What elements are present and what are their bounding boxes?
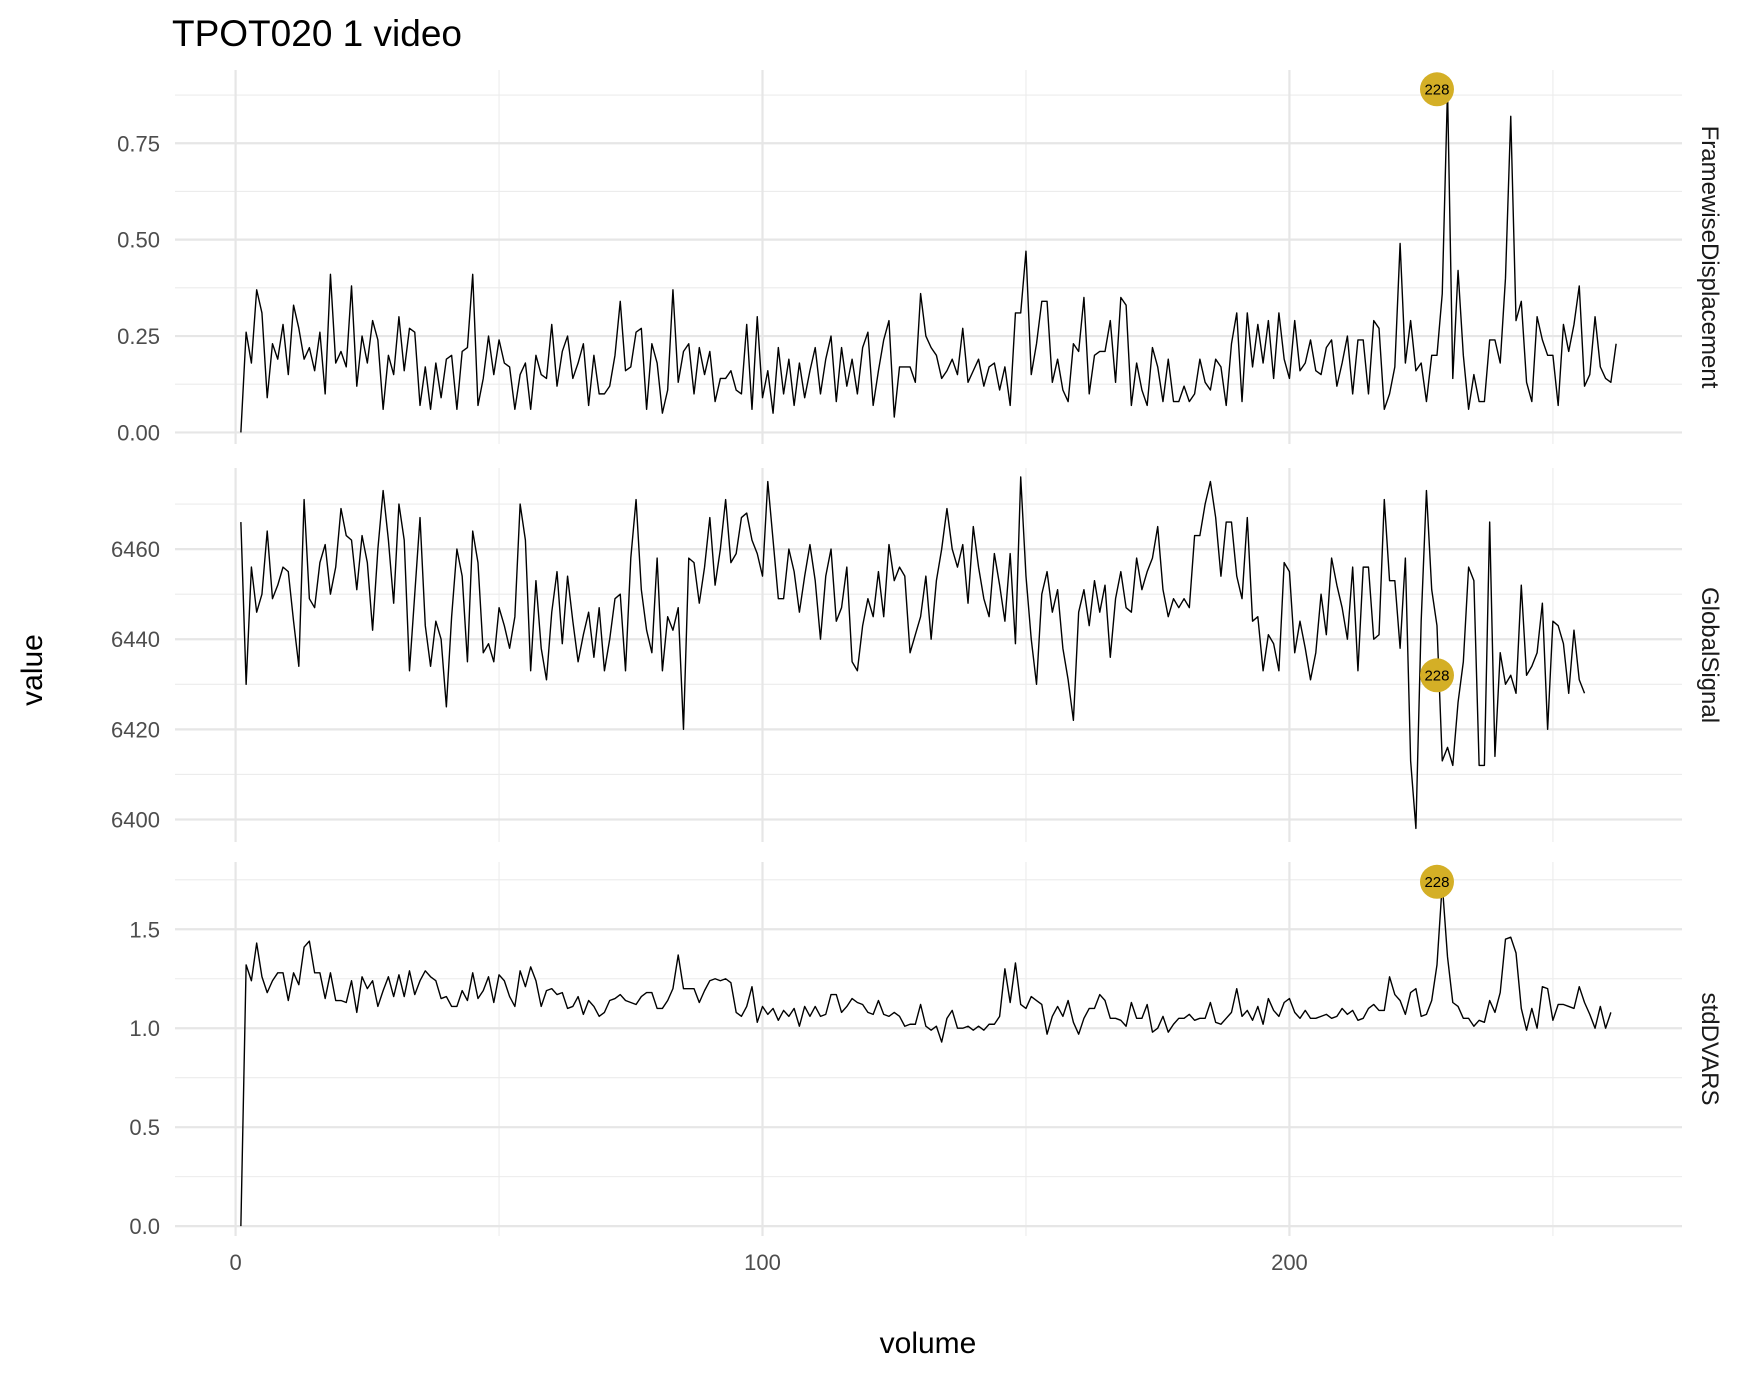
y-tick-label: 0.25	[117, 324, 160, 349]
x-tick-label: 0	[229, 1250, 241, 1275]
chart-title: TPOT020 1 video	[172, 13, 462, 54]
series-line-GlobalSignal	[240, 476, 1586, 830]
highlight-label: 228	[1424, 81, 1449, 98]
facet-strip-label: GlobalSignal	[1696, 587, 1723, 723]
facet-strip-label: stdDVARS	[1696, 993, 1723, 1106]
y-tick-label: 1.0	[129, 1016, 160, 1041]
y-tick-label: 6420	[111, 717, 160, 742]
y-tick-label: 6460	[111, 537, 160, 562]
y-tick-label: 0.5	[129, 1115, 160, 1140]
y-tick-label: 1.5	[129, 917, 160, 942]
highlight-point	[1419, 72, 1454, 107]
y-axis-title: value	[16, 634, 49, 706]
y-tick-label: 6440	[111, 627, 160, 652]
highlight-point	[1419, 864, 1454, 899]
series-line-stdDVARS	[240, 883, 1612, 1227]
x-tick-label: 200	[1271, 1250, 1308, 1275]
y-tick-label: 0.50	[117, 228, 160, 253]
x-tick-label: 100	[744, 1250, 781, 1275]
y-tick-label: 6400	[111, 807, 160, 832]
panel-stdDVARS: 0.0 0.5 1.0 1.5 228 stdDVARS	[129, 862, 1723, 1239]
highlight-label: 228	[1424, 874, 1449, 891]
highlight-point	[1419, 658, 1454, 693]
y-tick-label: 0.75	[117, 131, 160, 156]
y-tick-label: 0.00	[117, 420, 160, 445]
panels: 0.00 0.25 0.50 0.75 228 FramewiseDisplacement…	[111, 70, 1723, 1239]
highlight-label: 228	[1424, 667, 1449, 684]
facet-strip-label: FramewiseDisplacement	[1696, 126, 1723, 389]
x-axis: 0 100 200	[229, 1250, 1307, 1275]
y-tick-label: 0.0	[129, 1214, 160, 1239]
panel-GlobalSignal: 6400 6420 6440 6460 228 GlobalSignal	[111, 468, 1723, 842]
x-axis-title: volume	[880, 1327, 977, 1360]
series-line-FramewiseDisplacement	[240, 88, 1617, 433]
panel-FramewiseDisplacement: 0.00 0.25 0.50 0.75 228 FramewiseDisplacement	[117, 70, 1723, 445]
